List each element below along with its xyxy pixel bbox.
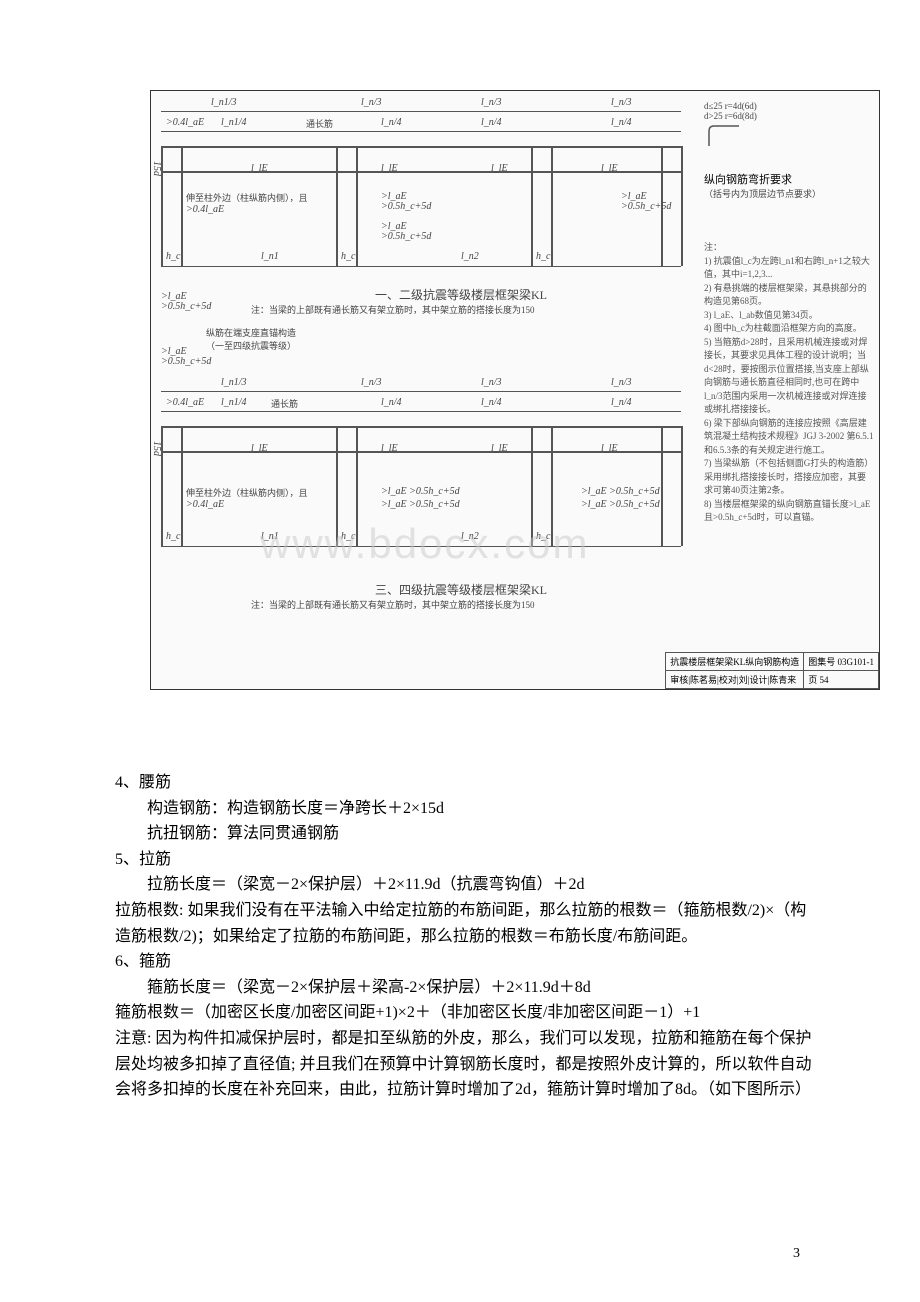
approval-row: 审核|陈茗易|校对|刘|设计|陈青来 [666, 671, 804, 689]
dim-label: h_c [536, 251, 550, 262]
section-note: 注：当梁的上部既有通长筋又有架立筋时，其中架立筋的搭接长度为150 [251, 598, 671, 611]
dim-label: l_n/4 [481, 397, 502, 408]
dim-label: l_n/4 [611, 397, 632, 408]
dim-label: l_n1/4 [221, 397, 247, 408]
dim-label: >l_aE >0.5h_c+5d [381, 486, 460, 497]
dim-label: 15d [151, 161, 162, 176]
formula: d>25 r=6d(8d) [704, 111, 874, 121]
note-text: >0.4l_aE [186, 499, 224, 510]
dim-label: h_c [166, 251, 180, 262]
note-item: 8) 当楼层框架梁的纵向钢筋直锚长度>l_aE且>0.5h_c+5d时，可以直锚… [704, 498, 874, 525]
dim-label: h_c [341, 251, 355, 262]
section-6-note: 注意: 因为构件扣减保护层时，都是扣至纵筋的外皮，那么，我们可以发现，拉筋和箍筋… [115, 1026, 815, 1103]
dim-label: l_n1/3 [211, 97, 237, 108]
structural-diagram: l_n1/3 l_n/3 l_n/3 l_n/3 >0.4l_aE l_n1/4… [150, 90, 880, 690]
dim-label: l_n/3 [361, 377, 382, 388]
dim-label: l_n2 [461, 531, 479, 542]
dim-label: l_n2 [461, 251, 479, 262]
dim-label: l_n1/3 [221, 377, 247, 388]
dim-label: l_n/3 [611, 97, 632, 108]
note-text: 伸至柱外边（柱纵筋内侧），且 [186, 486, 308, 499]
dim-label: >0.4l_aE [166, 397, 204, 408]
section-title: 三、四级抗震等级楼层框架梁KL [311, 581, 611, 598]
section-title: 一、二级抗震等级楼层框架梁KL [311, 286, 611, 303]
dim-label: l_lE [251, 443, 268, 454]
dim-label: l_lE [381, 163, 398, 174]
note-text: >0.4l_aE [186, 204, 224, 215]
dim-label: >0.4l_aE [166, 117, 204, 128]
section-5-line2: 拉筋根数: 如果我们没有在平法输入中给定拉筋的布筋间距，那么拉筋的根数＝（箍筋根… [115, 898, 815, 949]
dim-label: >0.5h_c+5d [621, 201, 671, 212]
dim-label: l_lE [601, 443, 618, 454]
note-item: 4) 图中h_c为柱截面沿框架方向的高度。 [704, 322, 874, 336]
dim-label: >0.5h_c+5d [381, 201, 431, 212]
notes-list: 注： 1) 抗震值l_c为左跨l_n1和右跨l_n+1之较大值，其中i=1,2,… [704, 241, 874, 525]
section-6-line1: 箍筋长度＝（梁宽－2×保护层＋梁高-2×保护层）＋2×11.9d＋8d [115, 975, 815, 1001]
dim-label: l_n/3 [361, 97, 382, 108]
dim-label: h_c [341, 531, 355, 542]
notes-heading: 注： [704, 241, 874, 255]
note-item: 3) l_aE、l_ab数值见第34页。 [704, 309, 874, 323]
section-4-line2: 抗扭钢筋：算法同贯通钢筋 [115, 821, 815, 847]
dim-label: l_lE [381, 443, 398, 454]
dim-label: l_lE [491, 163, 508, 174]
dim-label: h_c [166, 531, 180, 542]
dim-label: l_n/3 [481, 97, 502, 108]
dim-label: 通长筋 [271, 397, 298, 410]
section-note: 注：当梁的上部既有通长筋又有架立筋时，其中架立筋的搭接长度为150 [251, 303, 671, 316]
dim-label: 通长筋 [306, 117, 333, 130]
dim-label: >0.5h_c+5d [381, 231, 431, 242]
dim-label: 15d [151, 441, 162, 456]
body-text: 4、腰筋 构造钢筋：构造钢筋长度＝净跨长＋2×15d 抗扭钢筋：算法同贯通钢筋 … [115, 770, 815, 1103]
dim-label: >l_aE >0.5h_c+5d [581, 499, 660, 510]
drawing-code: 图集号 03G101-1 [804, 653, 879, 671]
dim-label: l_n/4 [481, 117, 502, 128]
section-6-title: 6、箍筋 [115, 949, 815, 975]
anchor-note: 纵筋在端支座直锚构造（一至四级抗震等级） [206, 326, 306, 352]
dim-label: >l_aE >0.5h_c+5d [381, 499, 460, 510]
dim-label: l_n1 [261, 531, 279, 542]
dim-label: >0.5h_c+5d [161, 301, 211, 312]
page-ref: 页 54 [804, 671, 879, 689]
dim-label: l_lE [491, 443, 508, 454]
dim-label: l_lE [251, 163, 268, 174]
dim-label: l_n/4 [611, 117, 632, 128]
section-4-title: 4、腰筋 [115, 770, 815, 796]
dim-label: >0.5h_c+5d [161, 356, 211, 367]
dim-label: l_n/3 [611, 377, 632, 388]
section-6-line2: 箍筋根数＝（加密区长度/加密区间距+1)×2＋（非加密区长度/非加密区间距－1）… [115, 1000, 815, 1026]
note-item: 2) 有悬挑端的楼层框架梁，其悬挑部分的构造见第68页。 [704, 282, 874, 309]
right-box-title: 纵向钢筋弯折要求 [704, 171, 874, 187]
dim-label: l_n1 [261, 251, 279, 262]
drawing-title: 抗震楼层框架梁KL纵向钢筋构造 [666, 653, 804, 671]
dim-label: l_n1/4 [221, 117, 247, 128]
note-text: 伸至柱外边（柱纵筋内侧），且 [186, 191, 308, 204]
note-item: 5) 当箍筋d>28时，且采用机械连接或对焊接长，其要求见具体工程的设计说明；当… [704, 336, 874, 417]
section-5-line1: 拉筋长度＝（梁宽－2×保护层）＋2×11.9d（抗震弯钩值）＋2d [115, 872, 815, 898]
right-box-sub: （括号内为顶层边节点要求） [704, 187, 874, 200]
dim-label: l_n/3 [481, 377, 502, 388]
formula: d≤25 r=4d(6d) [704, 101, 874, 111]
dim-label: l_lE [601, 163, 618, 174]
section-5-title: 5、拉筋 [115, 847, 815, 873]
dim-label: h_c [536, 531, 550, 542]
note-item: 1) 抗震值l_c为左跨l_n1和右跨l_n+1之较大值，其中i=1,2,3..… [704, 255, 874, 282]
title-block: 抗震楼层框架梁KL纵向钢筋构造 图集号 03G101-1 审核|陈茗易|校对|刘… [665, 652, 879, 689]
section-4-line1: 构造钢筋：构造钢筋长度＝净跨长＋2×15d [115, 796, 815, 822]
dim-label: l_n/4 [381, 117, 402, 128]
note-item: 7) 当梁纵筋（不包括侧面G打头的构造筋）采用绑扎搭接接长时，搭接应加密，其要求… [704, 457, 874, 498]
dim-label: l_n/4 [381, 397, 402, 408]
dim-label: >l_aE >0.5h_c+5d [581, 486, 660, 497]
page-number: 3 [793, 1246, 800, 1262]
note-item: 6) 梁下部纵向钢筋的连接应按照《高层建筑混凝土结构技术规程》JGJ 3-200… [704, 417, 874, 458]
